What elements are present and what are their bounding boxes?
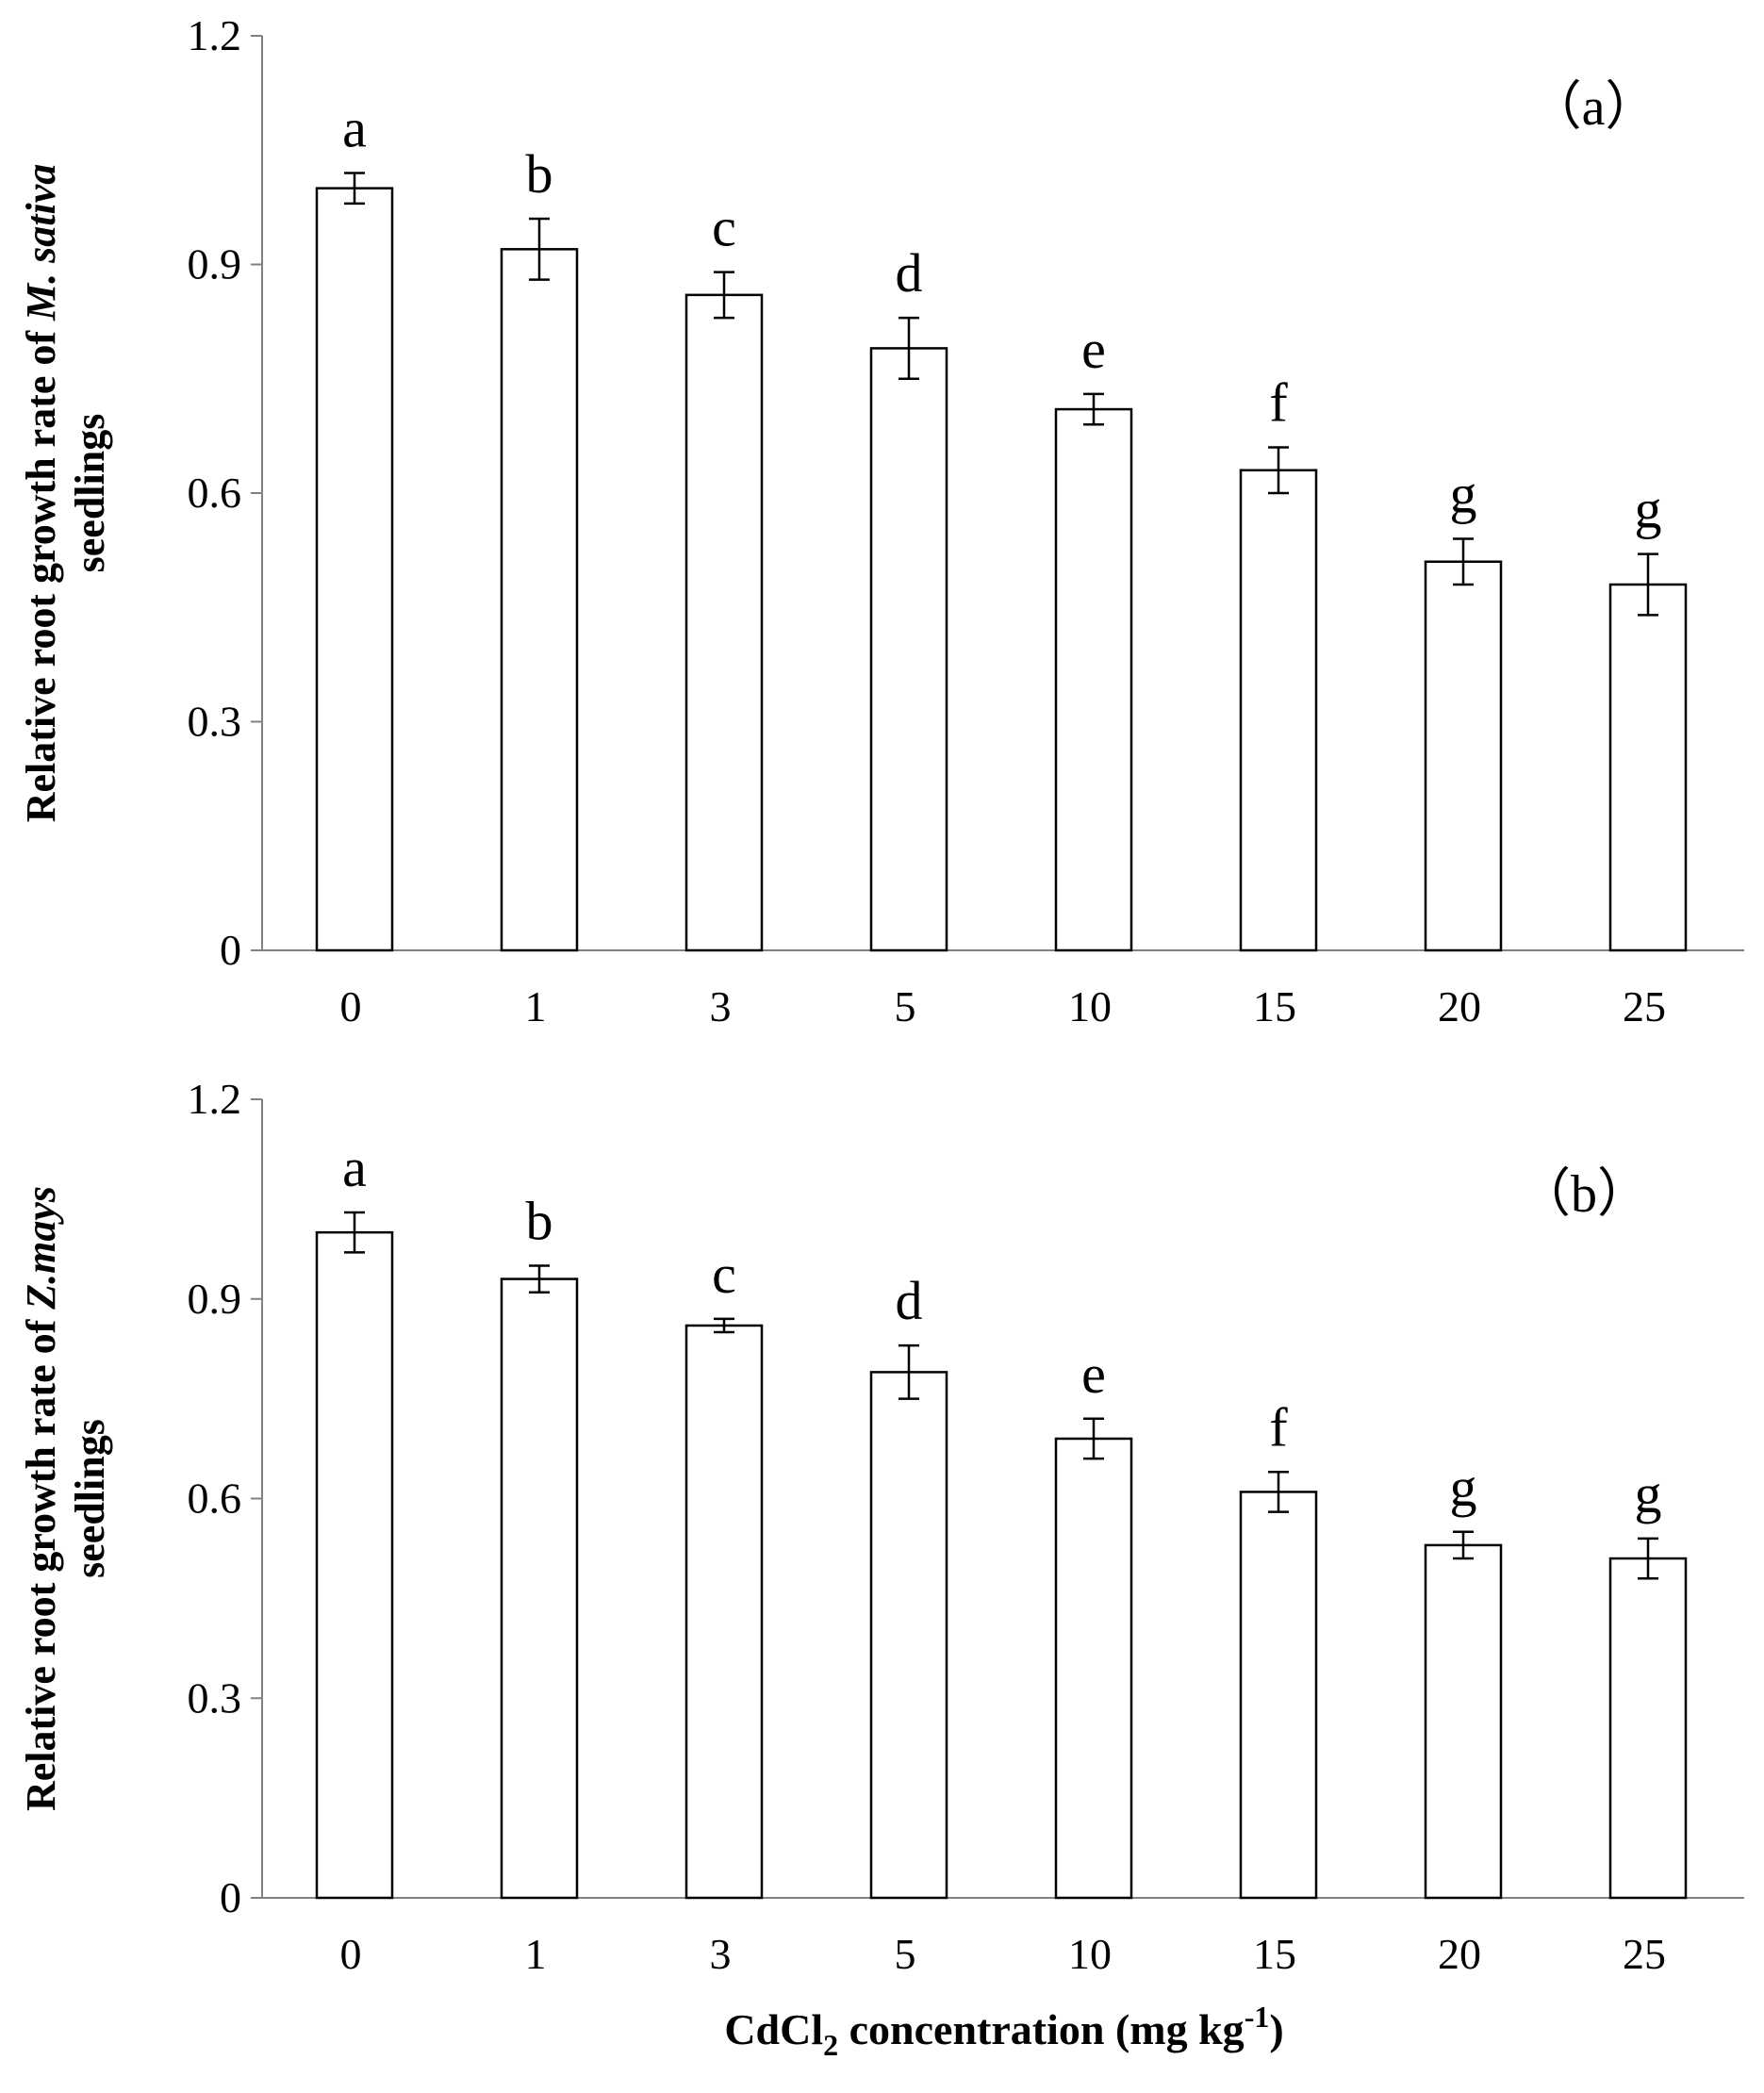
bar bbox=[1424, 1543, 1503, 1900]
error-bar bbox=[1453, 1530, 1474, 1560]
y-axis-label-line2: seedlings bbox=[67, 414, 113, 573]
x-tick-label: 10 bbox=[1068, 982, 1112, 1030]
bar bbox=[869, 1371, 948, 1900]
significance-letter: g bbox=[1635, 479, 1662, 540]
panel-label: （b） bbox=[1518, 1165, 1650, 1224]
bar bbox=[1054, 1437, 1133, 1900]
significance-letter: f bbox=[1269, 372, 1288, 434]
y-axis-label: Relative root growth rate of M. sativa bbox=[18, 164, 64, 823]
error-bar bbox=[1083, 392, 1104, 426]
bar bbox=[1054, 407, 1133, 952]
y-tick-label: 1.2 bbox=[188, 1075, 242, 1123]
y-tick-label: 0.3 bbox=[188, 1673, 242, 1722]
error-bar bbox=[714, 271, 734, 320]
significance-letter: g bbox=[1635, 1463, 1662, 1524]
bar bbox=[315, 1230, 394, 1900]
significance-letter: a bbox=[342, 98, 367, 159]
y-tick-label: 0 bbox=[220, 926, 241, 974]
bar bbox=[500, 1277, 579, 1900]
bar bbox=[684, 1324, 764, 1900]
error-bar bbox=[1638, 552, 1658, 617]
y-tick-label: 1.2 bbox=[188, 11, 242, 59]
x-tick-label: 0 bbox=[340, 982, 362, 1030]
y-axis-label: Relative root growth rate of Z.mays bbox=[18, 1186, 64, 1811]
significance-letter: g bbox=[1450, 1457, 1477, 1518]
x-axis-label: CdCl2 concentration (mg kg-1) bbox=[724, 2000, 1283, 2062]
significance-letter: d bbox=[896, 242, 923, 304]
y-axis-label-line2: seedlings bbox=[67, 1419, 113, 1578]
x-tick-label: 1 bbox=[525, 982, 547, 1030]
x-tick-label: 10 bbox=[1068, 1930, 1112, 1978]
x-tick-label: 3 bbox=[710, 982, 732, 1030]
x-tick-label: 5 bbox=[895, 1930, 916, 1978]
error-bar bbox=[1268, 1471, 1289, 1513]
significance-letter: a bbox=[342, 1137, 367, 1198]
significance-letter: f bbox=[1269, 1396, 1288, 1458]
y-tick-label: 0.6 bbox=[188, 469, 242, 517]
error-bar bbox=[344, 172, 365, 206]
error-bar bbox=[1453, 537, 1474, 586]
x-tick-label: 20 bbox=[1438, 1930, 1481, 1978]
x-tick-label: 5 bbox=[895, 982, 916, 1030]
bar bbox=[315, 187, 394, 952]
error-bar bbox=[344, 1211, 365, 1254]
error-bar bbox=[529, 217, 550, 281]
significance-letter: c bbox=[712, 1244, 736, 1305]
significance-letter: g bbox=[1450, 464, 1477, 525]
x-tick-label: 0 bbox=[340, 1930, 362, 1978]
x-tick-label: 25 bbox=[1623, 982, 1666, 1030]
error-bar bbox=[1638, 1537, 1658, 1580]
error-bar bbox=[1083, 1417, 1104, 1460]
panel-label: （a） bbox=[1529, 78, 1658, 137]
error-bar bbox=[714, 1317, 734, 1334]
significance-letter: b bbox=[526, 1190, 553, 1251]
y-tick-label: 0 bbox=[220, 1873, 241, 1921]
bar bbox=[1608, 583, 1688, 952]
significance-letter: b bbox=[526, 143, 553, 205]
error-bar bbox=[898, 316, 919, 380]
bar bbox=[1608, 1557, 1688, 1900]
error-bar bbox=[529, 1264, 550, 1294]
bar bbox=[1424, 560, 1503, 952]
error-bar bbox=[898, 1343, 919, 1400]
x-tick-label: 15 bbox=[1253, 1930, 1296, 1978]
x-tick-label: 15 bbox=[1253, 982, 1296, 1030]
panel-b: 0 0.3 0.6 0.9 1.2 a 0 b 1 c 3 d 5 e 10 f 15 g 20 g 25 （b） Rela… bbox=[18, 1075, 1744, 1978]
x-tick-label: 20 bbox=[1438, 982, 1481, 1030]
x-tick-label: 1 bbox=[525, 1930, 547, 1978]
bar bbox=[1239, 469, 1318, 952]
bar bbox=[869, 347, 948, 952]
x-tick-label: 25 bbox=[1623, 1930, 1666, 1978]
significance-letter: c bbox=[712, 197, 736, 258]
significance-letter: e bbox=[1081, 1343, 1106, 1405]
bar bbox=[500, 248, 579, 952]
bar bbox=[684, 293, 764, 952]
y-tick-label: 0.9 bbox=[188, 1275, 242, 1323]
significance-letter: e bbox=[1081, 319, 1106, 380]
y-tick-label: 0.6 bbox=[188, 1475, 242, 1523]
bar bbox=[1239, 1491, 1318, 1900]
panel-a: 0 0.3 0.6 0.9 1.2 a 0 b 1 c 3 d 5 e 10 f 15 g 20 g 25 （a） Rela… bbox=[18, 11, 1744, 1030]
x-tick-label: 3 bbox=[710, 1930, 732, 1978]
y-tick-label: 0.3 bbox=[188, 698, 242, 746]
significance-letter: d bbox=[896, 1270, 923, 1331]
error-bar bbox=[1268, 446, 1289, 495]
y-tick-label: 0.9 bbox=[188, 240, 242, 288]
